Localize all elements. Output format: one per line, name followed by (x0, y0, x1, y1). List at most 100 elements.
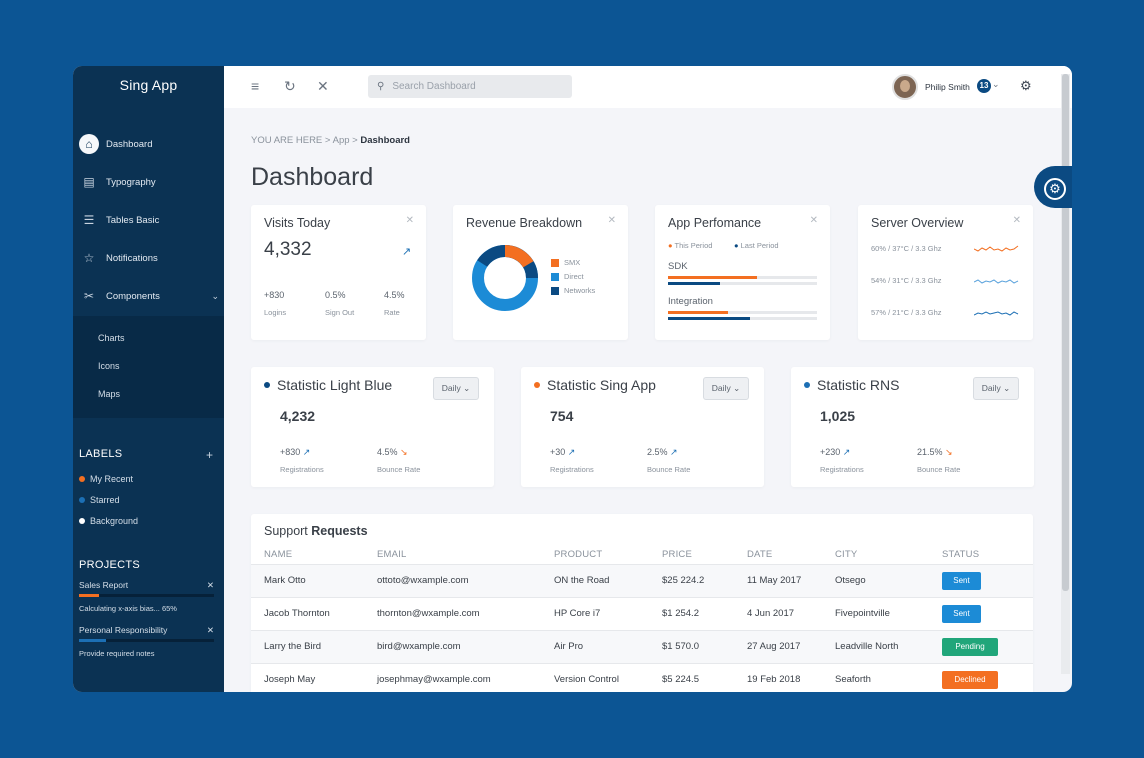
performance-bar-last (668, 282, 817, 285)
app-performance-card: App Perfomance ✕ ● This Period ● Last Pe… (655, 205, 830, 340)
period-select[interactable]: Daily ⌄ (703, 377, 749, 400)
status-badge: Declined (942, 670, 998, 689)
cell-status: Sent (929, 596, 1033, 630)
column-header: NAME (264, 548, 293, 560)
cell-price: $1 254.2 (649, 596, 734, 630)
cell-product: Air Pro (541, 629, 649, 663)
sidebar-item-notifications[interactable]: ☆ Notifications (79, 247, 219, 269)
scrollbar[interactable] (1061, 74, 1070, 674)
status-badge: Pending (942, 637, 998, 656)
cell-status: Sent (929, 563, 1033, 597)
menu-icon[interactable]: ≡ (251, 78, 260, 94)
table-row[interactable]: Larry the Bird bird@wxample.com Air Pro … (251, 629, 1033, 663)
label-background[interactable]: Background (79, 516, 138, 526)
user-name[interactable]: Philip Smith (925, 82, 970, 92)
stat-title: Statistic Light Blue (264, 377, 392, 393)
settings-fab-button[interactable]: ⚙ (1034, 166, 1072, 208)
progress-fill (79, 594, 100, 597)
legend-dot: ● (668, 241, 673, 250)
add-label-icon[interactable]: + (205, 448, 213, 462)
support-requests-card: Support Requests NAME EMAIL PRODUCT PRIC… (251, 514, 1033, 692)
cell-city: Leadville North (822, 629, 929, 663)
period-select[interactable]: Daily ⌄ (433, 377, 479, 400)
close-icon[interactable]: ✕ (1012, 215, 1021, 226)
components-submenu: Charts Icons Maps (73, 316, 224, 418)
label-starred[interactable]: Starred (79, 495, 120, 505)
cell-date: 11 May 2017 (734, 563, 822, 597)
sparkline-line (974, 279, 1019, 284)
registrations-label: Registrations (550, 465, 594, 474)
avatar[interactable] (892, 74, 918, 100)
performance-bar-last (668, 317, 817, 320)
stat-dot (534, 382, 540, 388)
stat-title-text: Statistic RNS (817, 377, 900, 393)
performance-bar-this (668, 311, 817, 314)
sidebar-item-label: Tables Basic (106, 214, 160, 226)
cell-product: ON the Road (541, 563, 649, 597)
column-header: CITY (835, 548, 858, 560)
period-select[interactable]: Daily ⌄ (973, 377, 1019, 400)
cell-name: Larry the Bird (251, 629, 364, 663)
search-input[interactable]: ⚲ Search Dashboard (368, 75, 572, 98)
stat-value: 1,025 (820, 408, 856, 424)
sidebar-item-tables-basic[interactable]: ☰ Tables Basic (79, 209, 219, 231)
statistic-rns-card: Statistic RNS Daily ⌄ 1,025 +230 ↗ Regis… (791, 367, 1034, 487)
app-window: Sing App ⌂ Dashboard ▤ Typography ☰ Tabl… (73, 66, 1072, 692)
label-dot (79, 518, 85, 524)
cell-name: Joseph May (251, 662, 364, 692)
label-my-recent[interactable]: My Recent (79, 474, 133, 484)
chevron-down-icon: ⌄ (1003, 383, 1011, 393)
app-logo[interactable]: Sing App (119, 77, 178, 93)
table-row[interactable]: Jacob Thornton thornton@wxample.com HP C… (251, 596, 1033, 630)
stat-label: Sign Out (325, 308, 355, 317)
chevron-down-icon: ⌄ (211, 290, 219, 301)
close-icon[interactable]: ✕ (607, 215, 616, 226)
label-dot (79, 497, 85, 503)
sidebar-subitem-icons[interactable]: Icons (98, 361, 120, 371)
server-sparkline (974, 311, 1019, 316)
bar-fill (668, 276, 758, 279)
project-sales-report[interactable]: Sales Report ✕ Calculating x-axis bias...… (79, 580, 214, 613)
statistic-sing-app-card: Statistic Sing App Daily ⌄ 754 +30 ↗ Reg… (521, 367, 764, 487)
close-icon[interactable]: ✕ (206, 625, 214, 635)
label-text: Starred (90, 495, 120, 505)
table-row[interactable]: Joseph May josephmay@wxample.com Version… (251, 662, 1033, 692)
close-icon[interactable]: ✕ (317, 78, 329, 94)
legend-this-period: ● This Period (668, 241, 712, 250)
bounce-number: 21.5% (917, 447, 943, 457)
card-title: Revenue Breakdown (466, 216, 583, 230)
donut-smx (472, 245, 538, 311)
gear-icon[interactable]: ⚙ (1020, 78, 1032, 93)
breadcrumb-separator: > (352, 135, 358, 146)
close-icon[interactable]: ✕ (206, 580, 214, 590)
bar-fill (668, 317, 750, 320)
performance-label: Integration (668, 296, 713, 307)
registrations-value: +830 ↗ (280, 447, 310, 458)
project-personal-responsibility[interactable]: Personal Responsibility ✕ Provide require… (79, 625, 214, 658)
breadcrumb-app[interactable]: App (332, 135, 350, 146)
project-progress-bar (79, 639, 214, 642)
notification-badge[interactable]: 13 (977, 79, 991, 93)
stat-title: Statistic RNS (804, 377, 899, 393)
sidebar-item-dashboard[interactable]: ⌂ Dashboard (79, 133, 219, 155)
sidebar-item-typography[interactable]: ▤ Typography (79, 171, 219, 193)
refresh-icon[interactable]: ↻ (284, 78, 296, 94)
close-icon[interactable]: ✕ (809, 215, 818, 226)
stat-title: Statistic Sing App (534, 377, 656, 393)
cell-date: 4 Jun 2017 (734, 596, 822, 630)
sidebar-subitem-charts[interactable]: Charts (98, 333, 125, 343)
scrollbar-thumb[interactable] (1062, 74, 1069, 591)
performance-bar-this (668, 276, 817, 279)
column-header: PRODUCT (554, 548, 603, 560)
label-text: Background (90, 516, 139, 526)
chevron-down-icon[interactable]: ⌄ (992, 79, 1000, 89)
sidebar-item-components[interactable]: ✂ Components ⌄ (79, 285, 219, 307)
table-row[interactable]: Mark Otto ottoto@wxample.com ON the Road… (251, 563, 1033, 597)
cell-price: $5 224.5 (649, 662, 734, 692)
cell-email: bird@wxample.com (364, 629, 541, 663)
close-icon[interactable]: ✕ (405, 215, 414, 226)
visits-today-card: Visits Today ✕ 4,332 ↗ +830 Logins 0.5% … (251, 205, 426, 340)
sidebar-subitem-maps[interactable]: Maps (98, 389, 121, 399)
project-progress-bar (79, 594, 214, 597)
progress-fill (79, 639, 106, 642)
